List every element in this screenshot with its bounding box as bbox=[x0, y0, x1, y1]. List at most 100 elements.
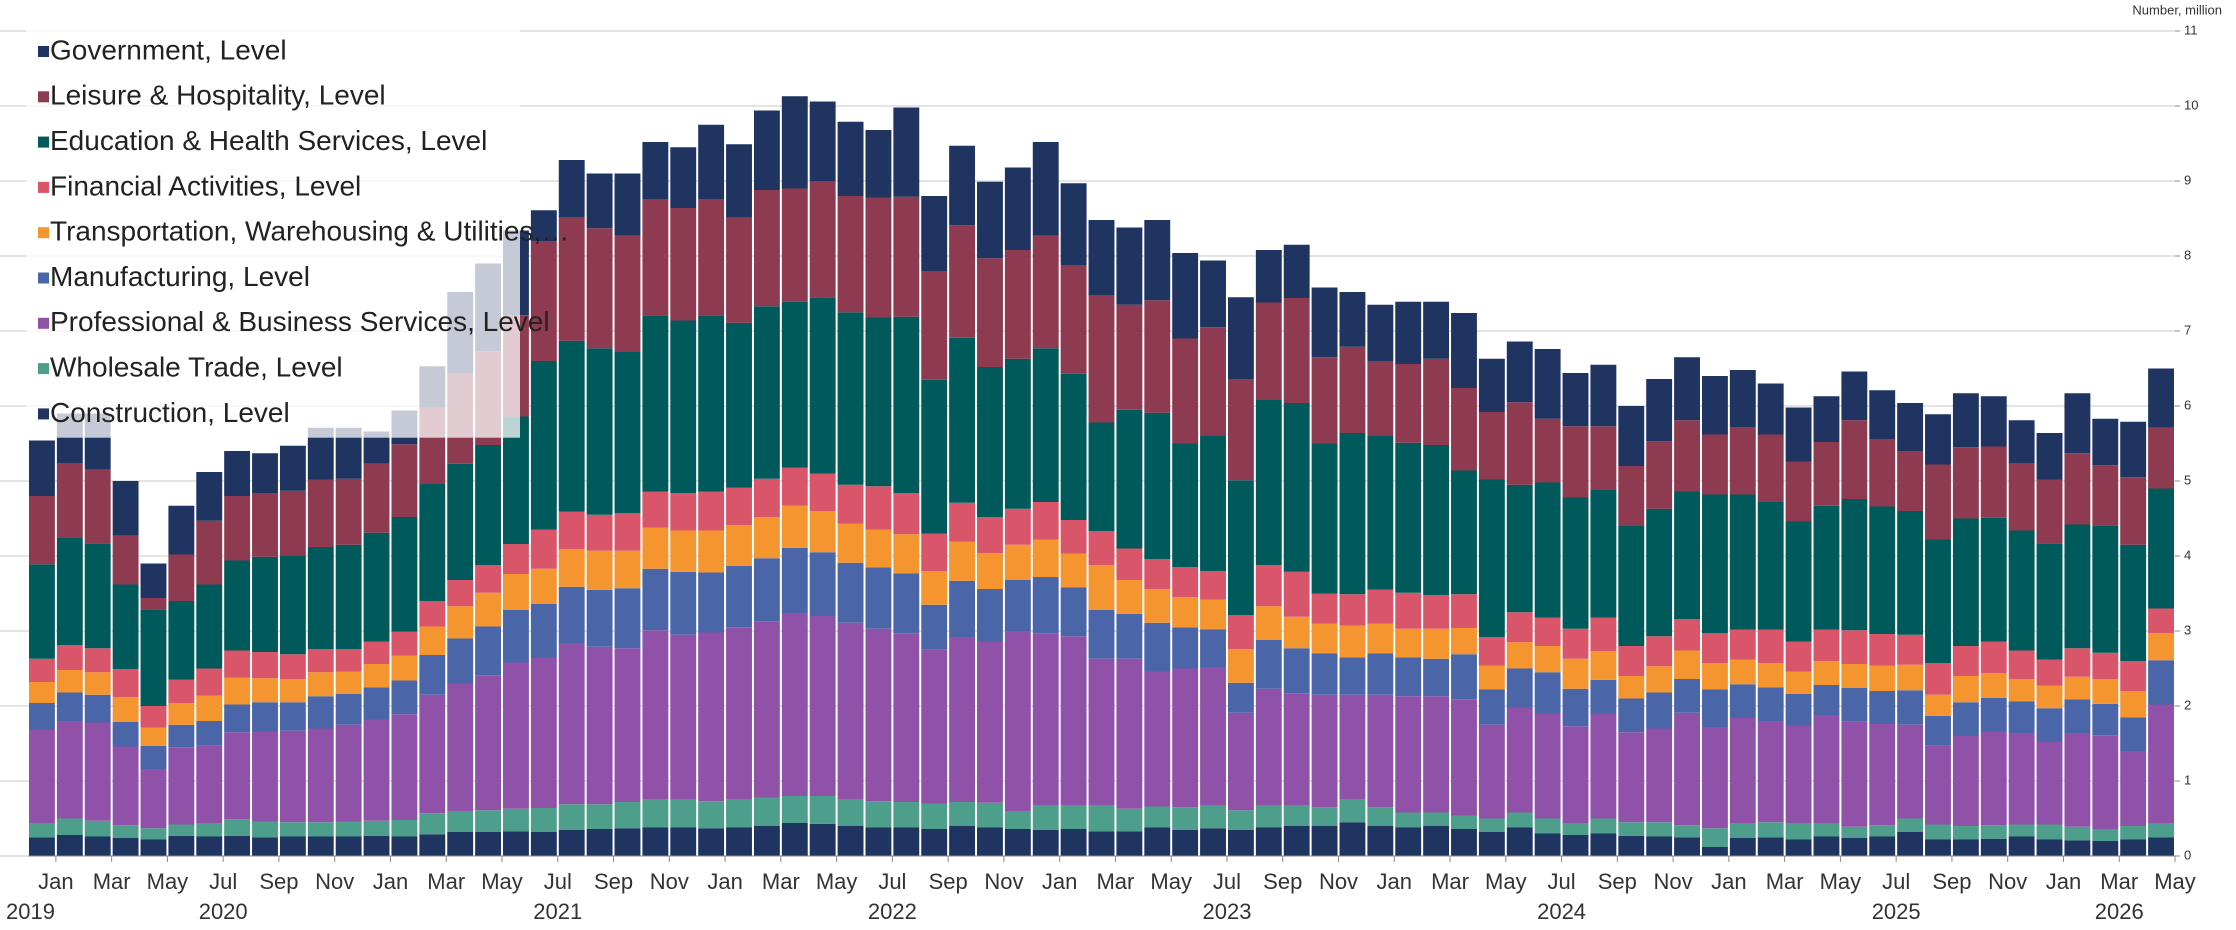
bar-segment bbox=[56, 721, 83, 819]
bar-segment bbox=[726, 627, 752, 800]
bar-segment bbox=[837, 312, 864, 485]
bar-segment bbox=[1813, 836, 1840, 856]
bar-segment bbox=[1144, 412, 1171, 559]
bar-segment bbox=[112, 721, 139, 747]
bar-segment bbox=[196, 695, 223, 721]
x-tick-label: May bbox=[816, 869, 858, 894]
y-tick-label: 3 bbox=[2184, 622, 2191, 637]
legend-swatch bbox=[38, 46, 49, 57]
bar-segment bbox=[530, 658, 557, 808]
bar-segment bbox=[1785, 839, 1812, 856]
x-tick-label: Jan bbox=[707, 869, 742, 894]
bar-segment bbox=[558, 217, 585, 341]
bar-segment bbox=[1311, 694, 1338, 808]
bar-segment bbox=[1506, 707, 1533, 813]
bar-segment bbox=[1674, 679, 1700, 713]
bar-segment bbox=[29, 730, 55, 823]
year-label: 2026 bbox=[2095, 899, 2144, 924]
bar-segment bbox=[921, 829, 948, 856]
bar-segment bbox=[921, 379, 948, 534]
bar-segment bbox=[753, 558, 780, 622]
bar-segment bbox=[419, 834, 446, 856]
bar-segment bbox=[1646, 836, 1673, 856]
bar-segment bbox=[391, 836, 418, 856]
bar-segment bbox=[2064, 699, 2091, 733]
bar-segment bbox=[530, 529, 557, 569]
bar-segment bbox=[1423, 826, 1450, 856]
legend-label: Professional & Business Services, Level bbox=[50, 306, 550, 337]
bar-segment bbox=[112, 746, 139, 826]
bar-segment bbox=[809, 616, 836, 796]
bar-segment bbox=[1952, 826, 1979, 840]
bar-segment bbox=[1172, 597, 1199, 628]
x-tick-label: Jan bbox=[373, 869, 408, 894]
x-tick-label: Mar bbox=[427, 869, 465, 894]
bar-segment bbox=[726, 144, 752, 218]
x-tick-label: Sep bbox=[1263, 869, 1302, 894]
bar-segment bbox=[1897, 832, 1924, 856]
bar-segment bbox=[252, 837, 278, 856]
bar-segment bbox=[1785, 694, 1812, 726]
bar-segment bbox=[168, 824, 195, 836]
bar-segment bbox=[335, 724, 362, 822]
bar-segment bbox=[29, 823, 55, 838]
y-tick-label: 7 bbox=[2184, 322, 2191, 337]
year-label: 2023 bbox=[1202, 899, 1251, 924]
bar-segment bbox=[753, 517, 780, 559]
bar-segment bbox=[1478, 637, 1505, 666]
bar-segment bbox=[1144, 806, 1171, 828]
bar-segment bbox=[586, 228, 613, 349]
bar-segment bbox=[670, 571, 697, 635]
bar-segment bbox=[196, 668, 223, 696]
bar-segment bbox=[1451, 699, 1477, 816]
bar-segment bbox=[698, 199, 725, 316]
bar-segment bbox=[252, 678, 278, 703]
bar-segment bbox=[391, 655, 418, 681]
bar-segment bbox=[1952, 839, 1979, 856]
bar-segment bbox=[335, 821, 362, 837]
bar-segment bbox=[1116, 613, 1143, 659]
bar-segment bbox=[335, 649, 362, 672]
bar-segment bbox=[2036, 742, 2063, 825]
legend-label: Government, Level bbox=[50, 34, 287, 65]
bar-segment bbox=[1311, 653, 1338, 695]
bar-segment bbox=[447, 832, 474, 856]
bar-segment bbox=[1562, 658, 1589, 689]
bar-segment bbox=[1785, 407, 1812, 462]
bar-segment bbox=[1562, 688, 1589, 727]
x-tick-label: Mar bbox=[2100, 869, 2138, 894]
bar-segment bbox=[614, 828, 641, 856]
bar-segment bbox=[1869, 691, 1896, 724]
bar-segment bbox=[1841, 371, 1868, 421]
x-tick-label: May bbox=[1150, 869, 1192, 894]
bar-segment bbox=[1004, 167, 1031, 250]
bar-segment bbox=[2148, 488, 2174, 609]
bar-segment bbox=[56, 645, 83, 670]
bar-segment bbox=[1478, 832, 1505, 856]
bar-segment bbox=[447, 638, 474, 684]
bar-segment bbox=[1925, 414, 1951, 465]
bar-segment bbox=[753, 110, 780, 190]
bar-segment bbox=[893, 534, 920, 574]
bar-segment bbox=[1004, 358, 1031, 509]
bar-segment bbox=[1506, 484, 1533, 613]
bar-segment bbox=[224, 451, 251, 496]
bar-segment bbox=[949, 637, 976, 802]
bar-segment bbox=[391, 680, 418, 715]
bar-segment bbox=[1311, 357, 1338, 444]
bar-segment bbox=[753, 306, 780, 479]
bar-segment bbox=[140, 563, 167, 598]
bar-segment bbox=[140, 598, 167, 610]
bar-segment bbox=[252, 493, 278, 557]
bar-segment bbox=[698, 315, 725, 492]
bar-segment bbox=[2148, 837, 2174, 856]
bar-segment bbox=[475, 832, 502, 856]
bar-segment bbox=[1701, 633, 1728, 664]
bar-segment bbox=[1869, 724, 1896, 826]
bar-segment bbox=[1897, 818, 1924, 832]
year-label: 2022 bbox=[868, 899, 917, 924]
bar-segment bbox=[586, 646, 613, 805]
bar-segment bbox=[419, 626, 446, 655]
legend-label: Manufacturing, Level bbox=[50, 261, 310, 292]
bar-segment bbox=[1952, 447, 1979, 519]
